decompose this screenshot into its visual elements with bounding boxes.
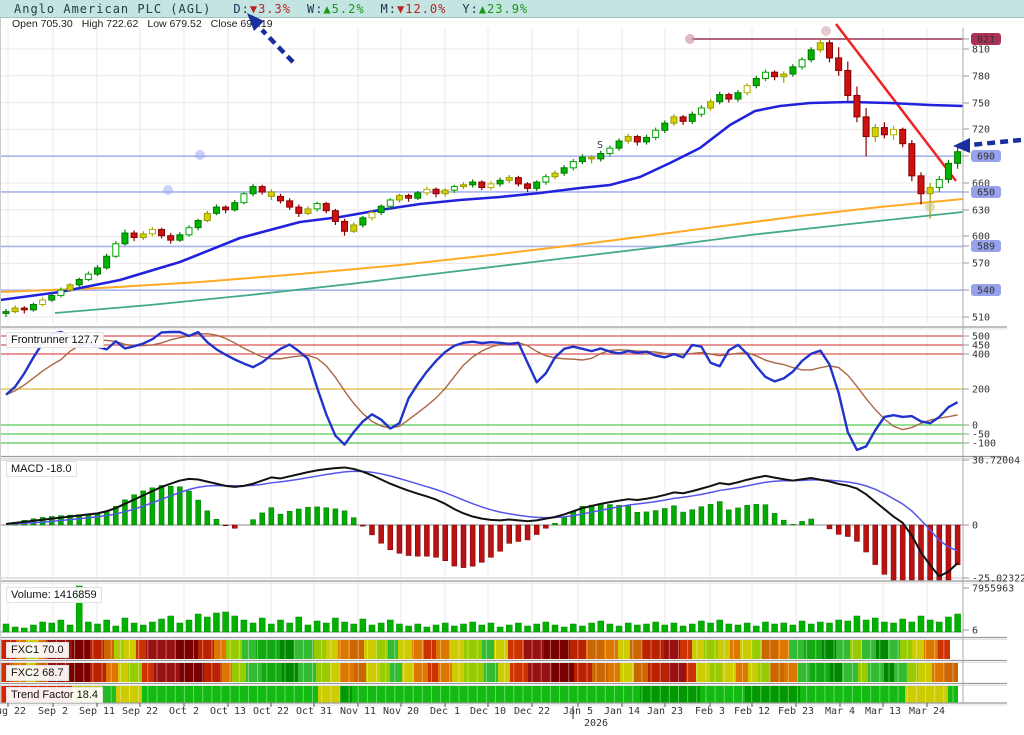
page-title: Anglo American PLC (AGL) — [14, 1, 212, 16]
svg-text:810: 810 — [972, 45, 990, 56]
svg-text:540: 540 — [977, 286, 995, 297]
svg-text:Jan 14: Jan 14 — [604, 706, 640, 717]
ohlc-readout: Open 705.30 High 722.62 Low 679.52 Close 69… — [0, 18, 1024, 30]
svg-text:600: 600 — [972, 232, 990, 243]
right-price-axis: 8218107807507206906606506306005895705405… — [963, 33, 1024, 637]
svg-text:Dec 10: Dec 10 — [470, 706, 506, 717]
svg-text:Dec 1: Dec 1 — [430, 706, 460, 717]
frontrunner-label: Frontrunner 127.7 — [6, 332, 105, 348]
trend-factor-label: Trend Factor 18.4 — [6, 687, 104, 703]
svg-text:Dec 22: Dec 22 — [514, 706, 550, 717]
svg-text:Mar 13: Mar 13 — [865, 706, 901, 717]
svg-text:Sep 2: Sep 2 — [38, 706, 68, 717]
header-bar: Anglo American PLC (AGL) D:▼3.3% W:▲5.2% M… — [0, 0, 1024, 18]
volume-panel — [0, 585, 963, 633]
date-axis: Aug 22 Sep 2 Sep 11 Sep 22 Oct 2 Oct 13 Oct 22… — [0, 703, 945, 729]
svg-text:500: 500 — [972, 332, 990, 343]
svg-text:750: 750 — [972, 99, 990, 110]
stat-W: W:▲5.2% — [306, 1, 365, 16]
svg-text:570: 570 — [972, 259, 990, 270]
svg-text:Oct 22: Oct 22 — [253, 706, 289, 717]
svg-text:-50: -50 — [972, 430, 990, 441]
svg-text:Sep 11: Sep 11 — [79, 706, 115, 717]
candlestick-series — [2, 39, 962, 317]
svg-text:720: 720 — [972, 125, 990, 136]
performance-stats: D:▼3.3% W:▲5.2% M:▼12.0% Y:▲23.9% — [233, 2, 544, 16]
svg-text:630: 630 — [972, 206, 990, 217]
ohlc-high: High 722.62 — [81, 18, 139, 30]
svg-text:7955963: 7955963 — [972, 584, 1014, 595]
svg-text:S: S — [597, 140, 603, 151]
fxc2-strip — [0, 663, 963, 682]
macd-label: MACD -18.0 — [6, 461, 77, 477]
svg-text:Mar 4: Mar 4 — [825, 706, 855, 717]
svg-text:Nov 20: Nov 20 — [383, 706, 419, 717]
svg-text:Nov 11: Nov 11 — [340, 706, 376, 717]
stat-D: D:▼3.3% — [233, 1, 291, 16]
svg-text:Jan 5: Jan 5 — [563, 706, 593, 717]
svg-text:Sep 22: Sep 22 — [122, 706, 158, 717]
svg-text:-25.02322: -25.02322 — [972, 574, 1024, 585]
svg-text:780: 780 — [972, 72, 990, 83]
svg-text:Aug 22: Aug 22 — [0, 706, 26, 717]
svg-text:450: 450 — [972, 341, 990, 352]
annotations: S — [163, 13, 1022, 212]
stat-Y: Y:▲23.9% — [462, 1, 529, 16]
svg-text:660: 660 — [972, 179, 990, 190]
svg-text:650: 650 — [977, 188, 995, 199]
ohlc-open: Open 705.30 — [12, 18, 73, 30]
frontrunner-panel — [0, 330, 963, 452]
svg-text:Mar 24: Mar 24 — [909, 706, 945, 717]
svg-text:0: 0 — [972, 521, 978, 532]
svg-text:Oct 31: Oct 31 — [296, 706, 332, 717]
svg-text:589: 589 — [977, 242, 995, 253]
svg-text:2026: 2026 — [584, 718, 608, 729]
svg-text:Feb 23: Feb 23 — [778, 706, 814, 717]
svg-text:Jan 23: Jan 23 — [647, 706, 683, 717]
stat-M: M:▼12.0% — [380, 1, 447, 16]
support-resistance-lines — [0, 23, 963, 291]
ohlc-low: Low 679.52 — [147, 18, 202, 30]
fxc1-label: FXC1 70.0 — [6, 642, 69, 658]
svg-text:Oct 13: Oct 13 — [210, 706, 246, 717]
svg-text:-100: -100 — [972, 439, 996, 450]
trend-strip — [0, 686, 963, 703]
svg-text:Feb 3: Feb 3 — [695, 706, 725, 717]
svg-text:690: 690 — [977, 152, 995, 163]
volume-label: Volume: 1416859 — [6, 587, 102, 603]
fxc1-strip — [0, 640, 963, 659]
svg-text:Feb 12: Feb 12 — [734, 706, 770, 717]
macd-panel — [0, 459, 963, 581]
svg-text:6: 6 — [972, 626, 978, 637]
svg-text:510: 510 — [972, 313, 990, 324]
moving-averages — [0, 100, 964, 314]
svg-text:821: 821 — [977, 35, 995, 46]
svg-text:30.72004: 30.72004 — [972, 456, 1020, 467]
svg-text:0: 0 — [972, 421, 978, 432]
panel-separators — [0, 18, 1007, 706]
svg-text:200: 200 — [972, 385, 990, 396]
svg-text:Oct 2: Oct 2 — [169, 706, 199, 717]
fxc2-label: FXC2 68.7 — [6, 665, 69, 681]
svg-text:400: 400 — [972, 350, 990, 361]
